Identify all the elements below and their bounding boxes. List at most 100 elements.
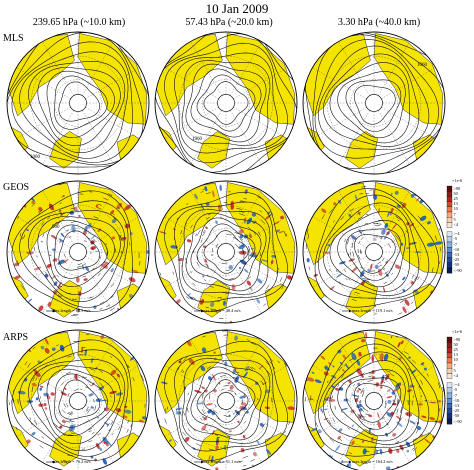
positive-anomaly-mark [237, 420, 240, 424]
wind-vector [190, 271, 192, 274]
wind-vector [185, 222, 187, 225]
map-border [154, 180, 298, 324]
meridian [381, 365, 436, 397]
meridian [338, 408, 370, 463]
colorbar-swatch [446, 403, 453, 409]
positive-anomaly-mark [95, 204, 99, 208]
wind-vector [56, 220, 61, 224]
negative-anomaly-mark [330, 385, 335, 388]
wind-vector [195, 233, 197, 237]
wind-vector [284, 362, 288, 367]
wind-vector [406, 412, 409, 416]
positive-anomaly-mark [116, 373, 121, 378]
pole-cap [365, 94, 383, 112]
meridian [233, 67, 288, 99]
negative-anomaly-mark [257, 278, 263, 284]
positive-anomaly-mark [38, 305, 44, 312]
meridian [164, 256, 219, 288]
wind-vector [91, 267, 95, 271]
latitude-circle [350, 79, 398, 127]
colorbar-swatch [446, 368, 453, 374]
meridian [312, 256, 367, 288]
positive-anomaly-mark [213, 351, 216, 354]
colorbar-tick-arps: -5 [453, 387, 458, 393]
meridian [164, 405, 219, 437]
positive-anomaly-mark [44, 338, 49, 345]
negative-anomaly-mark [394, 190, 399, 195]
meridian [82, 339, 114, 394]
colorbar-swatch [446, 206, 453, 213]
positive-anomaly-mark [371, 354, 374, 363]
negative-anomaly-mark [81, 264, 85, 270]
wind-vector [227, 435, 232, 437]
wind-vector [236, 411, 239, 414]
wind-vector [353, 384, 355, 387]
wind-vector [55, 222, 58, 224]
map-border [6, 329, 150, 470]
land-mass [197, 280, 230, 318]
positive-anomaly-mark [339, 465, 344, 470]
wind-vector [431, 267, 434, 273]
wind-vector [50, 308, 56, 311]
wind-vector [201, 408, 205, 414]
wind-vector [347, 239, 350, 245]
positive-anomaly-mark [75, 276, 80, 283]
wind-vector [413, 447, 418, 452]
wind-vector [265, 284, 270, 290]
latitude-circle [54, 228, 102, 276]
wind-vector [281, 284, 285, 290]
positive-anomaly-mark [110, 210, 115, 215]
wind-vector [183, 356, 188, 361]
negative-anomaly-mark [389, 213, 392, 216]
max-length-arps-2: max.length = 51.1 m/s [202, 459, 241, 464]
wind-vector [164, 418, 167, 424]
wind-vector [86, 409, 89, 412]
negative-anomaly-mark [351, 352, 357, 361]
wind-vector [285, 233, 288, 237]
latitude-circle [54, 377, 102, 425]
wind-vector [271, 260, 273, 264]
colorbar-tick-arps: <-90 [453, 418, 462, 424]
positive-anomaly-mark [228, 430, 232, 433]
colorbar-tick-arps: -50 [453, 413, 460, 419]
negative-anomaly-mark [306, 258, 310, 263]
wind-vector [346, 434, 350, 437]
wind-vector [276, 268, 279, 274]
meridian [381, 405, 436, 437]
colorbar-swatch [446, 211, 453, 218]
negative-anomaly-mark [49, 254, 52, 257]
wind-vector [337, 268, 340, 273]
colorbar-tick-arps: -13 [453, 402, 460, 408]
row-label-geos: GEOS [3, 182, 30, 193]
wind-vector [185, 258, 188, 264]
positive-anomaly-mark [64, 387, 67, 390]
wind-vector [55, 278, 59, 281]
wind-vector [341, 374, 345, 379]
negative-anomaly-mark [44, 273, 49, 278]
wind-vector [390, 204, 397, 208]
positive-anomaly-mark [83, 278, 88, 281]
positive-anomaly-mark [361, 338, 366, 343]
meridian [16, 256, 71, 288]
land-mass [77, 331, 148, 423]
contour-value-label: 1060 [417, 63, 428, 68]
positive-anomaly-mark [404, 299, 410, 306]
wind-vector [378, 264, 382, 267]
wind-vector [239, 408, 242, 413]
wind-vector [384, 374, 390, 378]
wind-vector [37, 210, 40, 213]
colorbar-swatch [446, 413, 453, 420]
colorbar-swatch [446, 222, 453, 228]
positive-anomaly-mark [205, 226, 208, 230]
meridian [164, 216, 219, 248]
negative-anomaly-mark [168, 439, 172, 442]
wind-vector [417, 215, 422, 220]
positive-anomaly-mark [178, 360, 182, 364]
negative-anomaly-mark [368, 427, 371, 435]
wind-vector [343, 363, 348, 367]
negative-anomaly-mark [337, 199, 342, 204]
latitude-circle [178, 204, 274, 300]
positive-anomaly-mark [229, 384, 234, 390]
wind-vector [381, 258, 385, 262]
wind-vector [246, 339, 250, 341]
